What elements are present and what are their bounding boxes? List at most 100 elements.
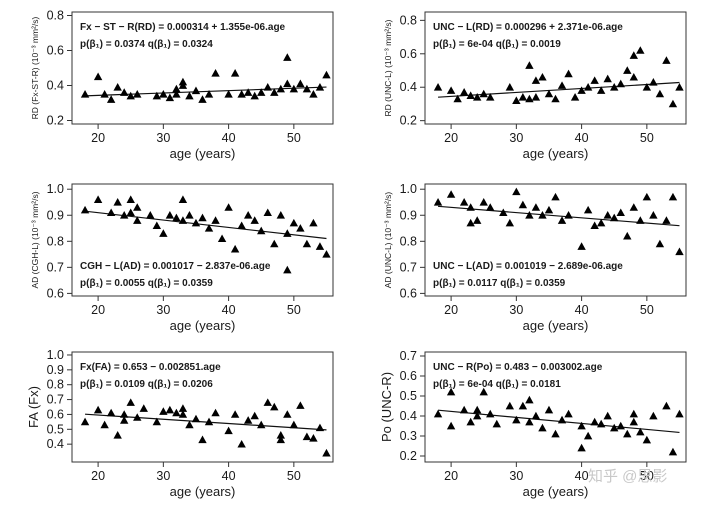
- y-tick-label: 0.4: [47, 437, 64, 451]
- data-point: [512, 415, 521, 424]
- y-tick-label: 0.8: [400, 13, 417, 27]
- data-point: [120, 416, 129, 424]
- data-point: [80, 417, 90, 426]
- data-point: [668, 192, 678, 201]
- data-point: [276, 435, 285, 444]
- data-point: [433, 83, 443, 91]
- data-point: [224, 90, 233, 98]
- data-point: [446, 86, 456, 94]
- data-point: [518, 401, 528, 410]
- y-tick-label: 0.9: [47, 208, 64, 222]
- data-point: [505, 401, 515, 410]
- y-tick-label: 0.7: [400, 349, 417, 363]
- stats-ad-unc-l: p(β₁) = 0.0117 q(β₁) = 0.0359: [433, 278, 566, 289]
- data-point: [446, 387, 456, 396]
- y-tick-label: 0.3: [400, 429, 417, 443]
- data-point: [473, 411, 482, 420]
- x-tick-label: 50: [287, 469, 301, 483]
- y-tick-label: 0.7: [47, 393, 64, 407]
- data-point: [126, 91, 135, 100]
- data-point: [590, 417, 599, 426]
- data-point: [544, 89, 554, 98]
- data-point: [106, 95, 116, 103]
- data-point: [662, 401, 671, 410]
- data-point: [296, 79, 305, 88]
- data-point: [596, 86, 606, 94]
- data-point: [662, 56, 671, 64]
- data-point: [466, 417, 475, 426]
- data-point: [629, 203, 638, 211]
- data-point: [133, 90, 142, 98]
- y-tick-label: 0.6: [400, 47, 417, 61]
- data-point: [146, 211, 155, 219]
- data-point: [250, 91, 259, 100]
- data-point: [93, 405, 103, 414]
- y-tick-label: 0.2: [47, 114, 64, 128]
- data-point: [505, 83, 515, 91]
- data-point: [191, 86, 201, 95]
- data-point: [133, 413, 142, 421]
- data-point: [106, 208, 116, 217]
- data-point: [211, 408, 220, 417]
- x-tick-label: 30: [156, 131, 170, 145]
- x-tick-label: 40: [575, 469, 589, 483]
- panel-rd-unc-l: RD (UNC-L) (10⁻³ mm²/s) age (years) 20 30…: [383, 11, 687, 161]
- data-point: [505, 218, 515, 227]
- ylabel-rd-fx-st-r: RD (Fx-ST-R) (10⁻³ mm²/s): [30, 16, 40, 119]
- data-point: [551, 94, 560, 103]
- data-point: [518, 93, 528, 101]
- data-point: [230, 410, 240, 418]
- data-point: [152, 417, 162, 426]
- data-point: [531, 76, 541, 84]
- data-point: [276, 431, 285, 439]
- data-point: [499, 208, 508, 217]
- data-point: [531, 203, 541, 211]
- y-tick-label: 0.2: [400, 114, 417, 128]
- data-point: [544, 405, 554, 414]
- data-point: [80, 205, 90, 214]
- plot-frame: [71, 11, 334, 125]
- data-point: [152, 91, 162, 100]
- regression-line: [437, 409, 680, 434]
- plot-frame: [71, 351, 334, 463]
- data-point: [479, 198, 488, 206]
- data-point: [237, 90, 246, 98]
- data-point: [473, 216, 482, 224]
- data-point: [642, 435, 652, 444]
- data-point: [486, 93, 495, 101]
- data-point: [433, 409, 443, 418]
- data-point: [564, 409, 573, 418]
- x-tick-label: 30: [509, 469, 523, 483]
- y-tick-label: 0.8: [47, 9, 64, 23]
- data-point: [263, 208, 272, 217]
- y-tick-label: 0.5: [47, 422, 64, 436]
- data-point: [538, 423, 547, 432]
- y-tick-label: 0.7: [47, 260, 64, 274]
- xlabel-ad-unc-l: age (years): [523, 318, 589, 333]
- data-point: [525, 211, 534, 219]
- data-point: [198, 95, 207, 103]
- data-point: [636, 46, 645, 54]
- data-point: [315, 242, 325, 250]
- data-point: [577, 421, 586, 430]
- data-point: [80, 90, 90, 98]
- data-point: [289, 218, 299, 227]
- data-point: [459, 405, 469, 414]
- y-tick-label: 0.6: [400, 369, 417, 383]
- data-point: [270, 239, 279, 248]
- data-point: [237, 439, 246, 448]
- data-point: [603, 411, 612, 420]
- data-point: [557, 216, 567, 224]
- data-point: [120, 410, 129, 418]
- equation-ad-unc-l: UNC − L(AD) = 0.001019 − 2.689e-06.age: [433, 261, 623, 272]
- data-point: [610, 83, 619, 91]
- stats-rd-fx-st-r: p(β₁) = 0.0374 q(β₁) = 0.0324: [80, 39, 213, 50]
- stats-fa-fx: p(β₁) = 0.0109 q(β₁) = 0.0206: [80, 379, 213, 390]
- data-point: [629, 72, 638, 81]
- data-point: [172, 90, 181, 98]
- data-point: [120, 211, 129, 219]
- data-point: [185, 91, 194, 100]
- x-tick-label: 30: [509, 131, 523, 145]
- stats-po-unc-r: p(β₁) = 6e-04 q(β₁) = 0.0181: [433, 379, 561, 390]
- data-point: [623, 231, 632, 240]
